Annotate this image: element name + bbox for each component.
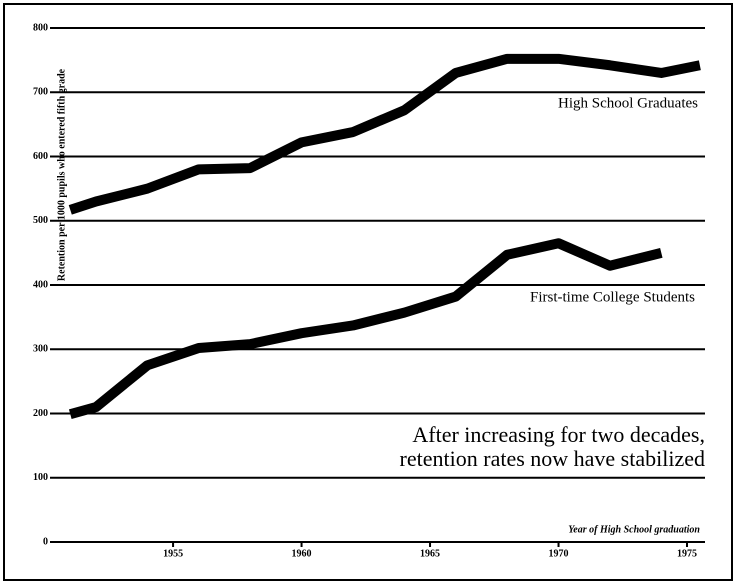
x-tick-label: 1975 xyxy=(677,548,697,559)
y-tick-label: 700 xyxy=(33,87,48,98)
frame xyxy=(3,3,733,581)
y-tick-label: 800 xyxy=(33,22,48,33)
series-label: High School Graduates xyxy=(558,95,698,111)
y-axis-label: Retention per 1000 pupils who entered fi… xyxy=(56,68,67,281)
y-tick-label: 500 xyxy=(33,215,48,226)
y-tick-label: 600 xyxy=(33,151,48,162)
annotation: After increasing for two decades, xyxy=(412,422,705,447)
y-tick-label: 200 xyxy=(33,408,48,419)
y-tick-label: 100 xyxy=(33,472,48,483)
y-tick-label: 300 xyxy=(33,344,48,355)
x-tick-label: 1970 xyxy=(549,548,569,559)
y-tick-label: 0 xyxy=(43,536,48,547)
y-tick-label: 400 xyxy=(33,279,48,290)
x-tick-label: 1965 xyxy=(420,548,440,559)
x-axis-label: Year of High School graduation xyxy=(568,524,700,535)
series-line xyxy=(68,53,701,215)
annotation: retention rates now have stabilized xyxy=(400,446,705,471)
series-line xyxy=(68,238,663,419)
series-label: First-time College Students xyxy=(530,289,695,305)
x-tick-label: 1955 xyxy=(163,548,183,559)
x-tick-label: 1960 xyxy=(292,548,312,559)
